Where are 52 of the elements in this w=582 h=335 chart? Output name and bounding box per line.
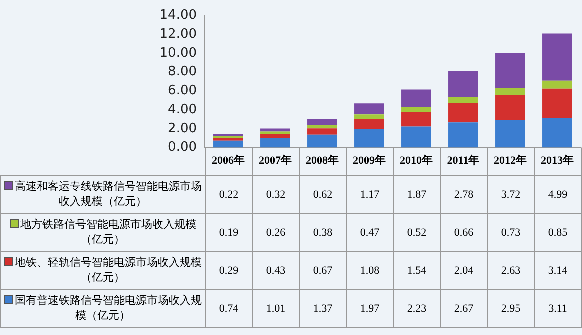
legend-label: 地方铁路信号智能电源市场收入规模（亿元） [20, 218, 196, 246]
data-label: 1.97 [346, 290, 394, 328]
data-label: 4.99 [534, 176, 582, 214]
data-label: 2.04 [440, 252, 488, 290]
data-label: 0.66 [440, 214, 488, 252]
data-label: 2.95 [488, 290, 534, 328]
data-label: 2.63 [488, 252, 534, 290]
y-tick-label: 0.00 [168, 140, 197, 156]
data-label: 2.23 [394, 290, 440, 328]
data-label: 0.67 [300, 252, 346, 290]
y-tick-label: 8.00 [168, 64, 197, 80]
data-label: 1.17 [346, 176, 394, 214]
data-label: 0.26 [252, 214, 300, 252]
data-label: 0.52 [394, 214, 440, 252]
data-label: 2.78 [440, 176, 488, 214]
data-label: 0.38 [300, 214, 346, 252]
x-tick-label: 2008年 [306, 154, 339, 168]
x-tick-label: 2012年 [494, 154, 527, 168]
data-label: 0.47 [346, 214, 394, 252]
data-label: 0.29 [206, 252, 252, 290]
data-label: 0.85 [534, 214, 582, 252]
data-label: 3.14 [534, 252, 582, 290]
x-tick-label: 2007年 [259, 154, 292, 168]
y-tick-label: 4.00 [168, 102, 197, 118]
y-tick-label: 6.00 [168, 84, 197, 99]
data-label: 0.19 [206, 214, 252, 252]
data-label: 0.62 [300, 176, 346, 214]
data-label: 3.11 [534, 290, 582, 328]
data-label: 0.43 [252, 252, 300, 290]
x-tick-label: 2013年 [541, 154, 574, 168]
data-label: 1.87 [394, 176, 440, 214]
data-label: 0.73 [488, 214, 534, 252]
data-label: 0.32 [252, 176, 300, 214]
x-tick-label: 2011年 [447, 154, 480, 168]
legend-label: 高速和客运专线铁路信号智能电源市场收入规模（亿元） [15, 180, 202, 208]
data-label: 1.54 [394, 252, 440, 290]
y-tick-label: 14.00 [160, 8, 197, 24]
x-tick-label: 2010年 [400, 154, 433, 168]
data-label: 1.01 [252, 290, 300, 328]
data-label: 1.08 [346, 252, 394, 290]
data-label: 0.74 [206, 290, 252, 328]
data-label: 1.37 [300, 290, 346, 328]
x-tick-label: 2009年 [353, 154, 386, 168]
legend-label: 地铁、轻轨信号智能电源市场收入规模（亿元） [15, 256, 202, 284]
data-label: 0.22 [206, 176, 252, 214]
data-label: 3.72 [488, 176, 534, 214]
y-tick-label: 10.00 [160, 46, 197, 61]
y-tick-label: 2.00 [168, 121, 197, 136]
y-tick-label: 12.00 [160, 27, 197, 42]
data-label: 2.67 [440, 290, 488, 328]
x-tick-label: 2006年 [212, 154, 245, 168]
legend-label: 国有普速铁路信号智能电源市场收入规模（亿元） [15, 294, 202, 322]
